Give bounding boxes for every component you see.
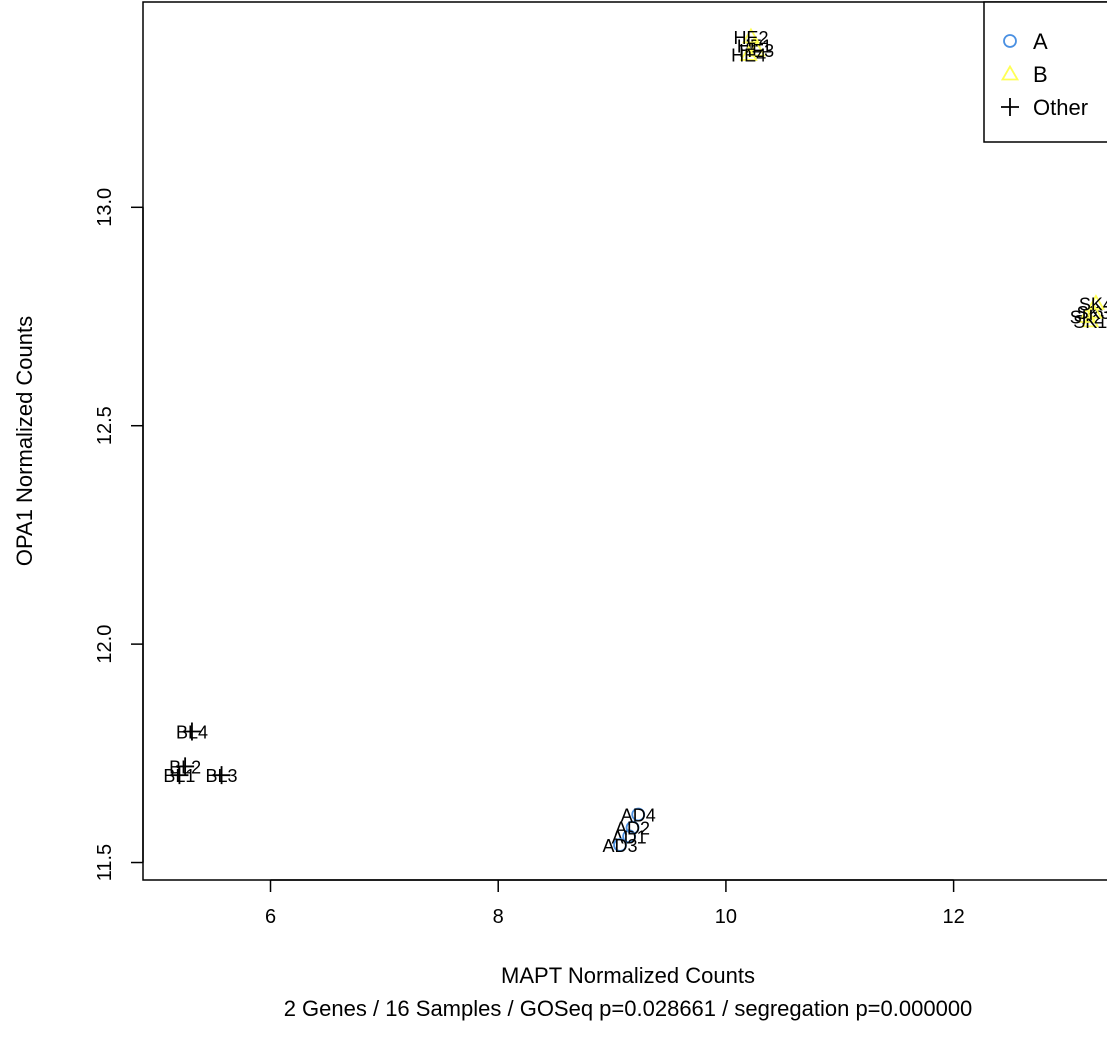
y-tick-label: 13.0 [94,188,116,227]
point-marker [739,45,758,61]
x-tick-label: 8 [493,906,504,928]
point-label: BL4 [176,722,208,742]
point-marker [1086,294,1105,310]
point-label: BL3 [206,766,238,786]
point-marker [741,27,761,44]
point-marker [176,757,195,776]
point-marker [182,722,201,741]
y-tick-label: 11.5 [94,844,116,881]
chart-caption: 2 Genes / 16 Samples / GOSeq p=0.028661 … [284,996,973,1021]
y-tick-label: 12.5 [94,406,116,445]
data-point: AD1 [612,827,647,847]
legend-box [983,1,1107,143]
x-tick-label: 6 [265,906,276,928]
data-point: BL4 [176,722,208,742]
legend-marker [1000,64,1020,81]
point-marker [613,838,627,852]
point-marker [631,807,646,822]
point-marker [212,766,231,785]
point-marker [1084,302,1103,319]
point-label: AD4 [621,805,656,825]
point-label: BL2 [169,757,201,777]
y-axis-title: OPA1 Normalized Counts [12,316,37,566]
x-axis-title: MAPT Normalized Counts [501,963,755,988]
legend-marker [1001,98,1019,116]
x-axis: 6 8 10 12 [265,879,965,928]
legend-marker [1003,34,1017,48]
data-point: HE3 [739,40,774,61]
point-label: AD2 [615,819,650,839]
data-point: AD2 [615,819,650,839]
plot-frame [142,1,1107,881]
point-label: HE3 [739,41,774,61]
point-label: HE4 [731,45,766,65]
x-tick-label: 12 [942,906,964,928]
legend: AB Other [983,1,1107,143]
legend-label: Other [1033,95,1088,120]
data-point: AD3 [603,836,638,856]
data-points: HE1HE2HE3HE4SK1SK2SK3SK4AD1AD2AD3AD4BL1B… [163,27,1107,856]
data-point: AD4 [621,805,656,825]
point-label: HE2 [733,28,768,48]
data-point: BL3 [206,766,238,786]
data-point: BL2 [169,757,201,777]
point-label: AD3 [603,836,638,856]
point-marker [747,40,766,57]
data-point: SK4 [1079,294,1107,314]
point-label: BL1 [163,766,195,786]
legend-label: A [1033,29,1048,54]
y-axis: 11.5 12.0 12.5 13.0 [94,188,144,881]
point-marker [625,820,640,835]
legend-label: B [1033,62,1048,87]
point-marker [622,829,637,844]
data-point: HE2 [733,27,768,48]
x-tick-label: 10 [715,906,737,928]
point-label: SK4 [1079,294,1107,314]
point-marker [1077,307,1096,323]
y-tick-label: 12.0 [94,625,116,664]
data-point: HE4 [731,45,766,65]
point-label: AD1 [612,827,647,847]
